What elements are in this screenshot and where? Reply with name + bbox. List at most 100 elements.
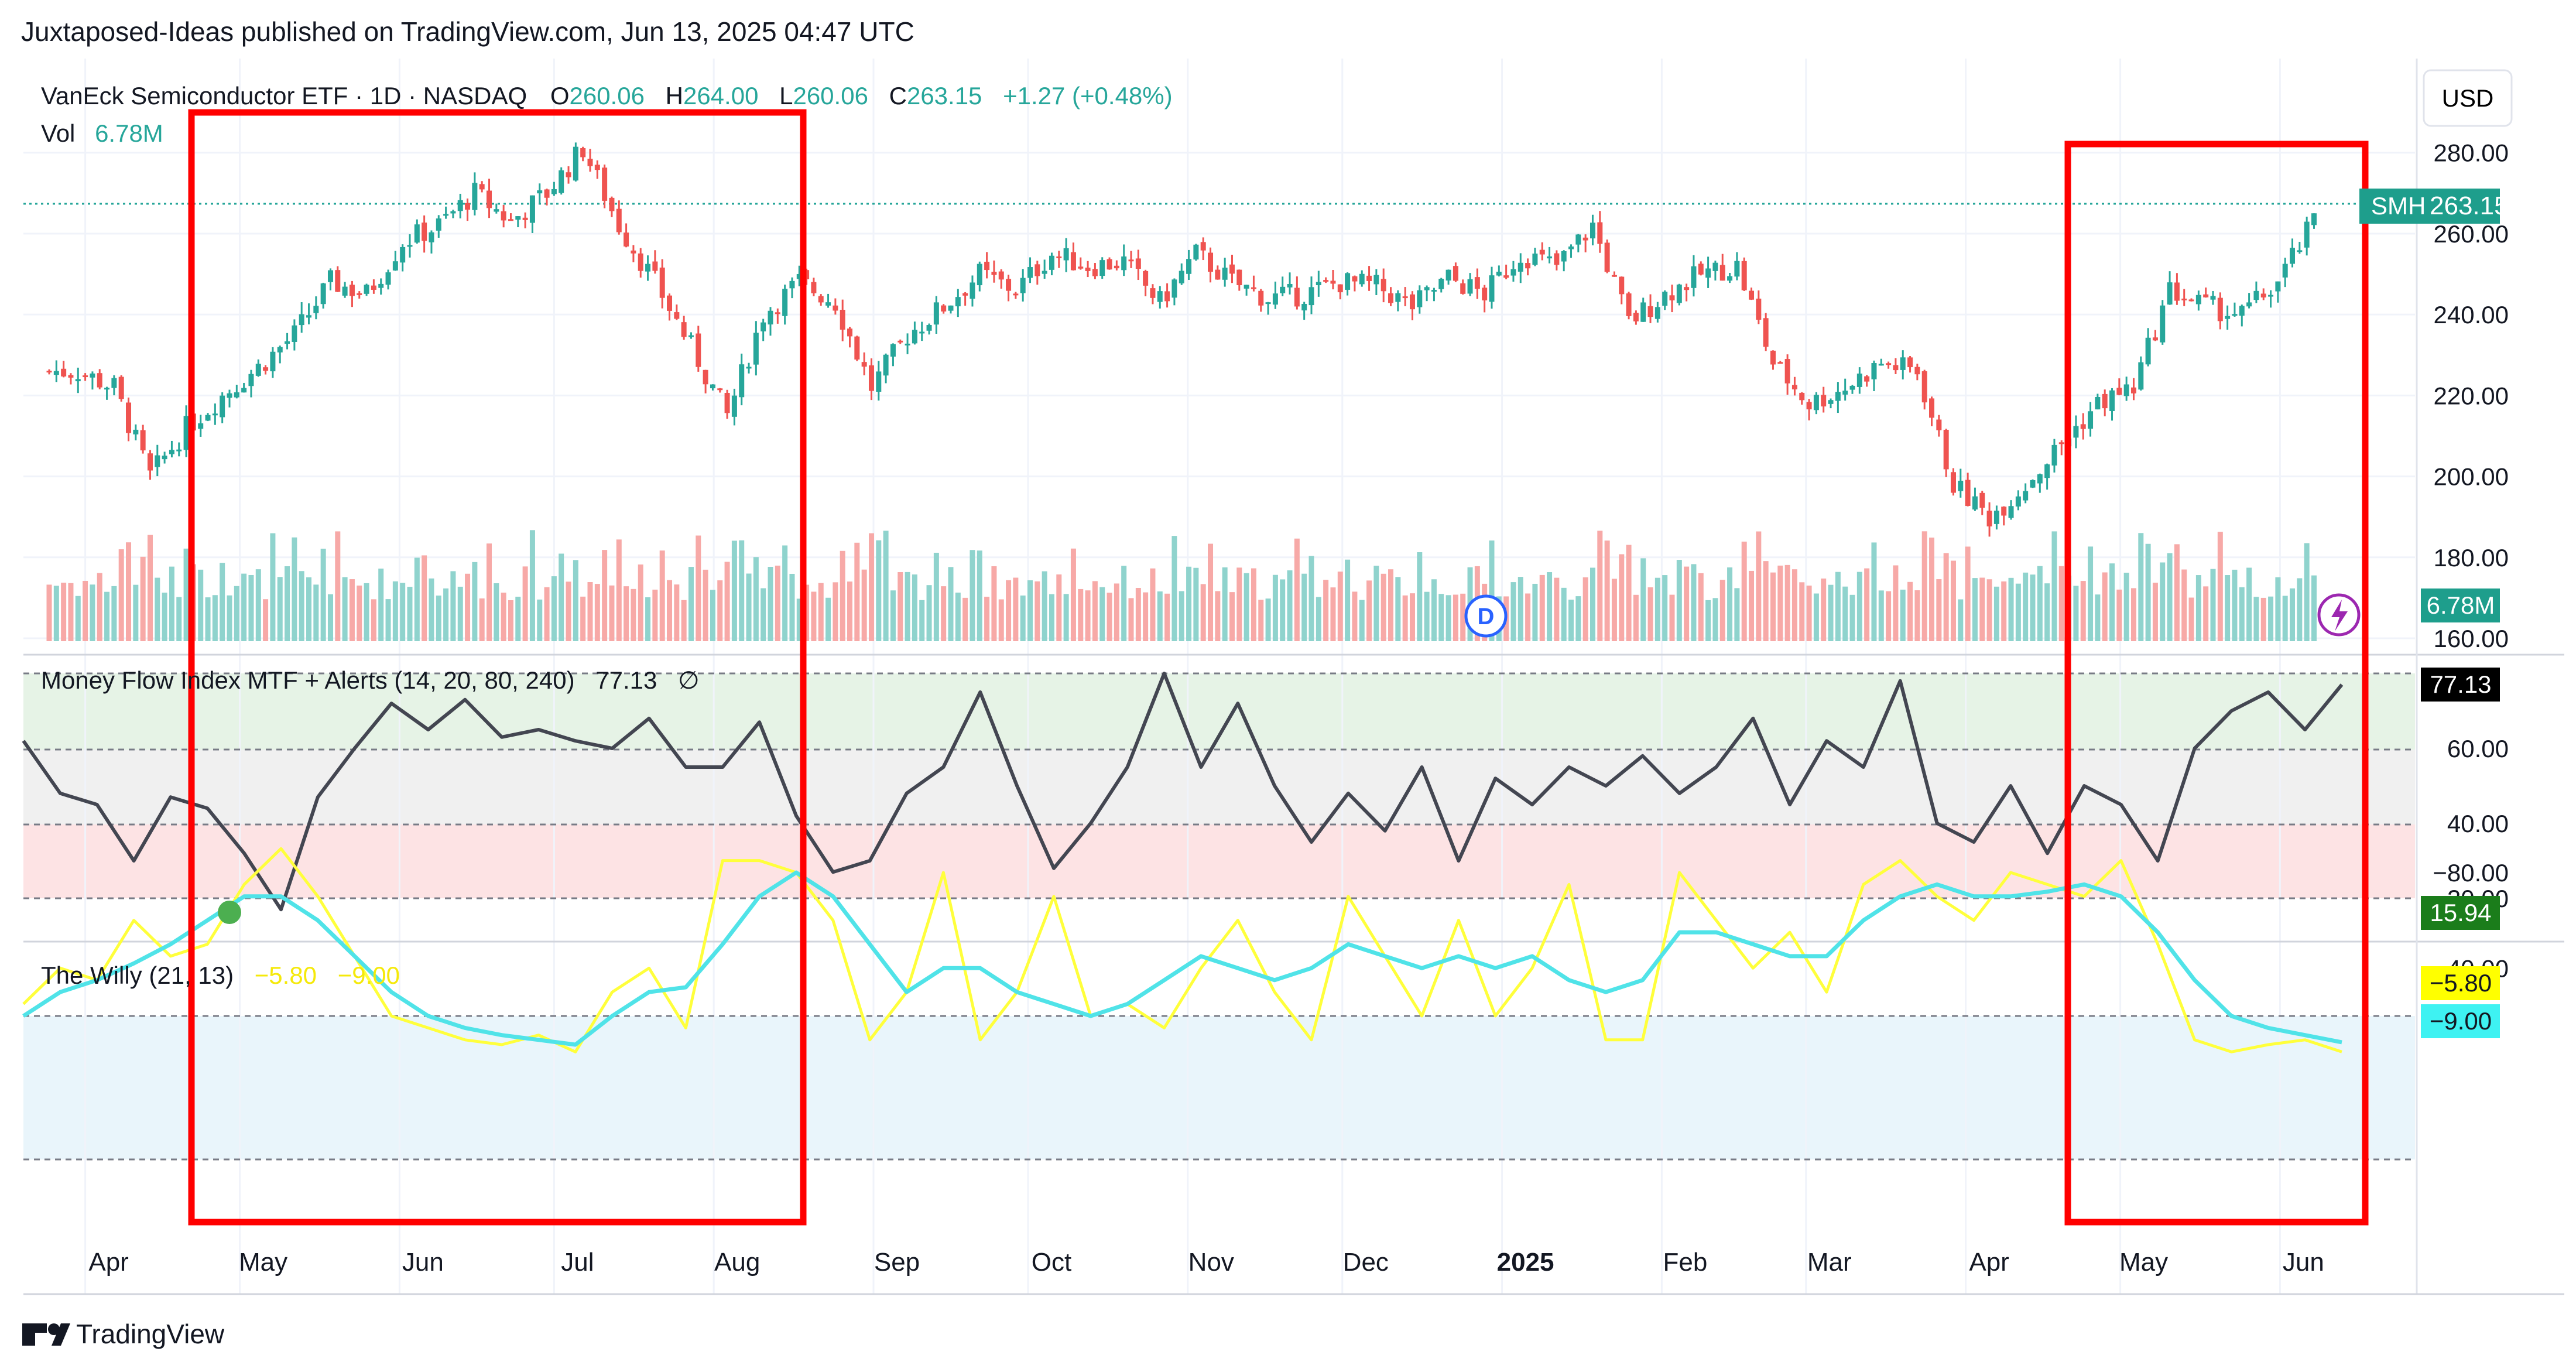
candle-body — [1654, 307, 1660, 319]
candle-body — [1215, 269, 1221, 280]
volume-bar — [1063, 594, 1069, 641]
currency-button[interactable] — [2423, 69, 2513, 127]
candle-body — [234, 392, 239, 398]
tradingview-logo[interactable]: TradingView — [22, 1319, 225, 1349]
volume-bar — [631, 589, 636, 641]
candle-body — [624, 232, 629, 247]
volume-bar — [465, 573, 471, 641]
willy-slow-badge: −9.00 — [2421, 1004, 2500, 1038]
candle-body — [299, 314, 304, 326]
volume-bar — [609, 585, 615, 641]
volume-bar — [335, 531, 341, 641]
volume-bar — [724, 562, 730, 641]
candle-body — [1229, 264, 1235, 274]
brand-name: TradingView — [76, 1319, 225, 1349]
candle-body — [68, 375, 74, 378]
volume-bar — [1186, 566, 1192, 641]
volume-bar — [75, 596, 81, 641]
volume-bar — [1539, 574, 1545, 641]
volume-bar — [1568, 600, 1574, 641]
candle-body — [1864, 376, 1870, 382]
x-tick-label: Nov — [1188, 1248, 1234, 1277]
candle-body — [1590, 223, 1595, 239]
candle-body — [1561, 251, 1567, 262]
volume-bar — [977, 550, 982, 641]
candle-body — [609, 197, 615, 211]
candle-body — [1712, 262, 1718, 271]
volume-bar — [248, 574, 254, 641]
candle-body — [1554, 253, 1560, 265]
legend-willy-label: The Willy (21, 13) — [41, 962, 234, 989]
candle-body — [1222, 268, 1228, 280]
volume-bar — [1871, 542, 1877, 641]
volume-bar — [1835, 572, 1841, 641]
candle-body — [1705, 268, 1711, 278]
candle-body — [1979, 492, 1985, 508]
candle-body — [104, 388, 110, 390]
candle-body — [955, 297, 961, 307]
candle-body — [1806, 402, 1812, 410]
volume-bar — [1734, 588, 1740, 641]
volume-bar — [2282, 596, 2288, 641]
candle-body — [2130, 387, 2136, 394]
candle-body — [494, 209, 499, 212]
candle-body — [696, 333, 701, 367]
dividend-marker[interactable]: D — [1464, 594, 1508, 638]
volume-bar — [1395, 577, 1401, 641]
candle-body — [2246, 302, 2252, 307]
volume-bar — [385, 599, 391, 641]
volume-bar — [559, 553, 564, 641]
volume-bar — [1373, 566, 1379, 641]
volume-bar — [501, 593, 506, 641]
candle-body — [1727, 276, 1733, 281]
candle-body — [1027, 267, 1033, 278]
time-axis[interactable]: Apr May Jun Jul Aug Sep Oct Nov Dec 2025 Feb Mar Apr… — [88, 1248, 2324, 1277]
volume-bar — [1280, 579, 1286, 641]
volume-bar — [1684, 566, 1690, 641]
candle-body — [717, 388, 723, 391]
candle-body — [638, 253, 643, 271]
volume-bar — [696, 535, 701, 641]
candle-body — [1777, 362, 1783, 364]
volume-bar — [602, 550, 608, 641]
candle-body — [1121, 256, 1127, 271]
candle-body — [1763, 318, 1769, 347]
volume-badge: 6.78M — [2421, 589, 2500, 622]
candle-body — [667, 295, 673, 311]
candle-body — [1734, 261, 1740, 277]
mfi-badge: 77.13 — [2421, 668, 2500, 702]
candle-body — [2058, 442, 2064, 444]
candle-body — [2174, 282, 2180, 301]
volume-bar — [731, 540, 737, 641]
candle-body — [1611, 275, 1617, 277]
volume-bar — [1431, 579, 1437, 641]
candle-body — [133, 429, 139, 434]
candle-body — [2195, 295, 2201, 304]
volume-bar — [1366, 580, 1372, 641]
candle-body — [905, 343, 910, 345]
price-badge: SMH 263.15 — [2359, 189, 2509, 224]
candle-body — [818, 296, 824, 303]
candle-body — [1525, 263, 1531, 269]
volume-bar — [926, 585, 932, 641]
volume-bar — [313, 584, 319, 641]
legend-l-label: L — [779, 82, 793, 110]
volume-bar — [587, 582, 593, 641]
lightning-icon[interactable] — [2317, 593, 2361, 637]
candle-body — [1821, 395, 1827, 407]
price-axis[interactable]: 280.00 260.00 240.00 220.00 200.00 180.00 160.… — [2433, 139, 2509, 983]
candle-body — [602, 167, 608, 201]
candle-body — [1626, 293, 1632, 316]
volume-bar — [1402, 595, 1408, 641]
candle-body — [1582, 237, 1588, 241]
candle-body — [1395, 293, 1401, 302]
volume-bar — [1633, 594, 1639, 641]
currency-label[interactable]: USD — [2442, 84, 2494, 112]
y-tick-label: 200.00 — [2434, 463, 2509, 491]
candle-body — [414, 224, 420, 243]
candle-body — [1467, 279, 1473, 294]
volume-bar — [1489, 540, 1495, 641]
volume-bar — [2044, 583, 2050, 641]
candle-body — [118, 377, 124, 399]
